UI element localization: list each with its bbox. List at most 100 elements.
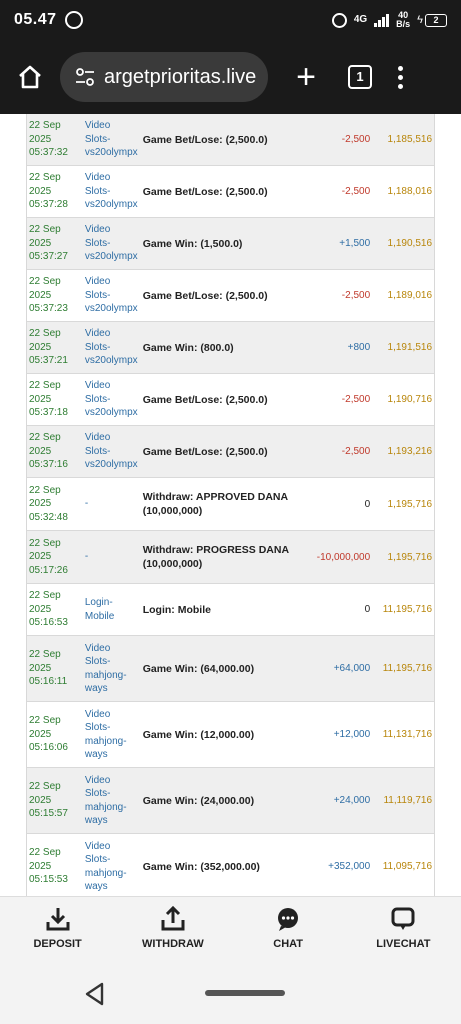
- tx-amount: -2,500: [341, 446, 371, 457]
- tx-source-line: Video: [84, 328, 111, 340]
- tx-date-year: 2025: [29, 237, 52, 249]
- signal-icon: [374, 13, 390, 27]
- new-tab-button[interactable]: +: [286, 60, 326, 94]
- home-button[interactable]: [0, 40, 60, 114]
- tx-date: 22 Sep 2025 05:37:32: [27, 119, 85, 160]
- address-bar[interactable]: argetprioritas.live: [60, 52, 268, 102]
- battery-icon: 2: [425, 13, 447, 27]
- tx-source-line: Video: [84, 708, 111, 720]
- tx-source-line: vs20olympx: [84, 407, 138, 419]
- tx-description-line: Game Win: (800.0): [142, 341, 234, 354]
- tx-date-day: 22 Sep: [29, 847, 61, 859]
- tx-date-year: 2025: [29, 185, 52, 197]
- tx-description-line: Game Win: (24,000.00): [142, 794, 255, 807]
- tx-date-day: 22 Sep: [29, 715, 61, 727]
- chat-button[interactable]: CHAT: [231, 897, 346, 958]
- tx-source-line: Slots-: [84, 341, 111, 353]
- tx-date-year: 2025: [29, 860, 52, 872]
- whatsapp-icon: [64, 11, 83, 29]
- tx-date-day: 22 Sep: [29, 172, 61, 184]
- network-speed-value: 40: [398, 10, 409, 20]
- site-settings-icon[interactable]: [74, 66, 96, 88]
- table-row: 22 Sep 2025 05:37:27 Video Slots-vs20olympx G…: [27, 218, 434, 270]
- tx-description: Game Bet/Lose: (2,500.0): [143, 445, 295, 459]
- tx-description: Game Bet/Lose: (2,500.0): [143, 289, 295, 303]
- tx-date-year: 2025: [29, 393, 52, 405]
- table-row: 22 Sep 2025 05:37:32 Video Slots-vs20olympx G…: [27, 114, 434, 166]
- status-time: 05.47: [14, 11, 57, 28]
- livechat-button[interactable]: LIVECHAT: [346, 897, 461, 958]
- tx-date-day: 22 Sep: [29, 276, 61, 288]
- tx-source-line: ways: [84, 749, 108, 760]
- tx-source: Video Slots-mahjong-ways: [85, 840, 143, 894]
- tx-source-line: vs20olympx: [84, 459, 138, 471]
- table-row: 22 Sep 2025 05:16:06 Video Slots-mahjong-way…: [27, 702, 434, 768]
- tx-date-day: 22 Sep: [29, 328, 61, 340]
- alarm-icon: [331, 12, 347, 28]
- tx-amount: +800: [347, 342, 371, 353]
- tx-balance: 1,189,016: [387, 290, 433, 301]
- table-row: 22 Sep 2025 05:32:48 - Withdraw: APPROVED DA…: [27, 478, 434, 531]
- table-row: 22 Sep 2025 05:37:28 Video Slots-vs20olympx G…: [27, 166, 434, 218]
- tx-source: Video Slots-vs20olympx: [85, 275, 143, 316]
- tx-source-line: Slots-: [84, 185, 111, 197]
- tx-description-line: Game Bet/Lose: (2,500.0): [142, 393, 268, 406]
- tx-date: 22 Sep 2025 05:15:57: [27, 780, 85, 821]
- table-row: 22 Sep 2025 05:37:16 Video Slots-vs20olympx G…: [27, 426, 434, 478]
- tx-source: Video Slots-mahjong-ways: [85, 708, 143, 762]
- tx-balance: 1,193,216: [387, 446, 433, 457]
- tx-source-line: vs20olympx: [84, 251, 138, 263]
- tx-source-line: Slots-: [84, 788, 111, 799]
- table-row: 22 Sep 2025 05:37:18 Video Slots-vs20olympx G…: [27, 374, 434, 426]
- tx-source-line: Video: [84, 432, 111, 444]
- tx-description-line: Game Win: (352,000.00): [142, 860, 260, 873]
- back-icon[interactable]: [84, 982, 106, 1006]
- tx-source-line: -: [84, 498, 89, 510]
- tx-date: 22 Sep 2025 05:37:28: [27, 171, 85, 212]
- transaction-table: 22 Sep 2025 05:37:32 Video Slots-vs20olympx G…: [26, 114, 435, 896]
- table-row: 22 Sep 2025 05:16:53 Login- Mobile Login: Mob…: [27, 584, 434, 636]
- tx-date-year: 2025: [29, 662, 52, 674]
- tx-amount: -2,500: [341, 394, 371, 405]
- tx-source-line: Video: [84, 642, 111, 654]
- tx-source-line: ways: [84, 683, 108, 694]
- tx-description-line: Game Bet/Lose: (2,500.0): [142, 185, 268, 198]
- tx-date: 22 Sep 2025 05:37:21: [27, 327, 85, 368]
- tx-date: 22 Sep 2025 05:32:48: [27, 484, 85, 525]
- tx-date-year: 2025: [29, 445, 52, 457]
- withdraw-button[interactable]: WITHDRAW: [115, 897, 230, 958]
- tx-date-year: 2025: [29, 289, 52, 301]
- tx-date: 22 Sep 2025 05:16:06: [27, 714, 85, 755]
- tx-description: Withdraw: PROGRESS DANA (10,000,000): [143, 543, 295, 571]
- tx-source: -: [85, 497, 143, 511]
- tx-description: Game Win: (352,000.00): [143, 860, 295, 874]
- tx-date-day: 22 Sep: [29, 484, 61, 496]
- tx-date-time: 05:37:23: [29, 303, 68, 315]
- livechat-icon: [391, 907, 415, 930]
- tx-description: Game Bet/Lose: (2,500.0): [143, 185, 295, 199]
- tx-balance: 1,195,716: [387, 551, 433, 563]
- tx-description-line: Game Win: (64,000.00): [142, 662, 255, 675]
- tx-source: -: [85, 550, 143, 564]
- tx-description-line: Login: Mobile: [142, 603, 211, 616]
- tx-date-time: 05:16:06: [29, 742, 68, 754]
- tx-source: Video Slots-vs20olympx: [85, 327, 143, 368]
- tx-date: 22 Sep 2025 05:37:23: [27, 275, 85, 316]
- tx-balance: 1,190,716: [387, 394, 433, 405]
- tx-balance: 1,190,516: [387, 238, 433, 249]
- tx-source-line: Slots-: [84, 445, 111, 457]
- table-row: 22 Sep 2025 05:16:11 Video Slots-mahjong-way…: [27, 636, 434, 702]
- tx-description: Game Win: (64,000.00): [143, 662, 295, 676]
- tx-date-day: 22 Sep: [29, 432, 61, 444]
- tab-switcher-button[interactable]: 1: [348, 65, 372, 89]
- tx-date-time: 05:37:27: [29, 251, 68, 263]
- tx-date-time: 05:37:16: [29, 459, 68, 471]
- network-speed: 40 B/s: [396, 11, 410, 29]
- deposit-button[interactable]: DEPOSIT: [0, 897, 115, 958]
- overflow-menu-button[interactable]: [398, 65, 403, 89]
- tx-source: Video Slots-mahjong-ways: [85, 642, 143, 696]
- tx-source-line: mahjong-: [84, 735, 127, 747]
- home-gesture-bar[interactable]: [205, 990, 285, 996]
- tx-description: Game Win: (24,000.00): [143, 794, 295, 808]
- url-text: argetprioritas.live: [104, 65, 257, 88]
